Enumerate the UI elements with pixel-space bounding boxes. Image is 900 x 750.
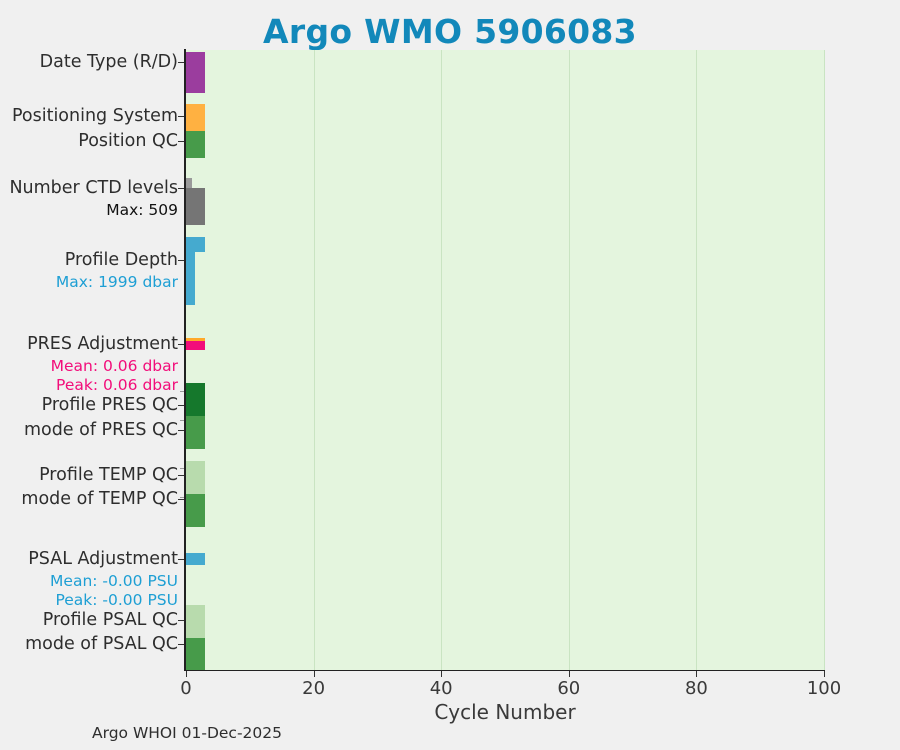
x-tick-mark-40 (441, 671, 443, 677)
row-sublabel2-pres-adjustment: Peak: 0.06 dbar (56, 376, 178, 394)
row-label-pres-adjustment: PRES Adjustment (27, 334, 178, 354)
row-sublabel-pres-adjustment: Mean: 0.06 dbar (50, 357, 178, 375)
bar-psal-adjustment (186, 553, 206, 565)
x-tick-label-0: 0 (180, 678, 192, 699)
y-tick-mark-mode-of-pres-qc (178, 430, 185, 431)
y-tick-mark-profile-temp-qc (178, 475, 185, 476)
row-sublabel2-psal-adjustment: Peak: -0.00 PSU (55, 591, 178, 609)
gridline-x-60 (568, 50, 570, 670)
row-sublabel-number-ctd-levels: Max: 509 (106, 201, 178, 219)
x-tick-mark-20 (313, 671, 315, 677)
row-label-profile-depth: Profile Depth (64, 250, 178, 270)
x-axis-label: Cycle Number (434, 700, 576, 724)
x-tick-label-40: 40 (429, 678, 453, 699)
x-tick-mark-100 (824, 671, 825, 677)
bar-profile-depth-seg0 (186, 237, 206, 252)
y-axis-spine (184, 49, 186, 671)
row-label-profile-psal-qc: Profile PSAL QC (42, 610, 178, 630)
x-tick-mark-60 (568, 671, 570, 677)
page-title: Argo WMO 5906083 (263, 12, 637, 51)
y-tick-mark-position-qc (178, 141, 185, 142)
y-tick-mark-number-ctd-levels (178, 188, 185, 189)
x-tick-mark-0 (186, 671, 187, 677)
y-tick-mark-pres-adjustment (178, 344, 185, 345)
bar-profile-temp-qc (186, 461, 206, 494)
bar-pres-adjustment-seg1 (186, 341, 206, 350)
row-label-psal-adjustment: PSAL Adjustment (28, 549, 178, 569)
row-label-positioning-system: Positioning System (11, 106, 178, 126)
row-label-mode-of-temp-qc: mode of TEMP QC (21, 489, 178, 509)
y-tick-mark-positioning-system (178, 116, 185, 117)
bar-mode-of-pres-qc (186, 416, 206, 449)
gridline-x-40 (441, 50, 443, 670)
row-label-number-ctd-levels: Number CTD levels (9, 178, 178, 198)
row-label-date-type: Date Type (R/D) (39, 52, 178, 72)
y-minor-tick (180, 468, 185, 469)
bar-mode-of-temp-qc (186, 494, 206, 527)
y-tick-mark-profile-psal-qc (178, 620, 185, 621)
y-tick-mark-profile-depth (178, 260, 185, 261)
y-minor-tick (180, 391, 185, 392)
plot-area (186, 50, 824, 670)
bar-mode-of-psal-qc (186, 638, 206, 671)
y-tick-mark-date-type (178, 62, 185, 63)
bar-positioning-system (186, 104, 206, 131)
footer-credit: Argo WHOI 01-Dec-2025 (92, 724, 282, 742)
gridline-x-100 (824, 50, 825, 670)
x-tick-label-80: 80 (684, 678, 708, 699)
x-tick-mark-80 (696, 671, 698, 677)
bar-profile-pres-qc (186, 383, 206, 416)
bar-date-type (186, 52, 206, 93)
bar-number-ctd-levels-seg1 (186, 188, 206, 225)
y-tick-mark-profile-pres-qc (178, 405, 185, 406)
row-sublabel-profile-depth: Max: 1999 dbar (55, 273, 178, 291)
x-tick-label-20: 20 (302, 678, 326, 699)
y-tick-mark-psal-adjustment (178, 559, 185, 560)
gridline-x-80 (696, 50, 698, 670)
x-axis-spine (184, 670, 825, 671)
y-minor-tick (180, 497, 185, 498)
bar-pres-adjustment-seg0 (186, 338, 206, 341)
x-tick-label-100: 100 (806, 678, 842, 699)
bar-position-qc (186, 131, 206, 158)
row-label-mode-of-pres-qc: mode of PRES QC (23, 420, 178, 440)
bar-number-ctd-levels-seg0 (186, 178, 193, 188)
y-tick-mark-mode-of-temp-qc (178, 499, 185, 500)
row-label-mode-of-psal-qc: mode of PSAL QC (25, 634, 178, 654)
gridline-x-20 (313, 50, 315, 670)
row-label-position-qc: Position QC (78, 131, 178, 151)
y-tick-mark-mode-of-psal-qc (178, 644, 185, 645)
row-label-profile-pres-qc: Profile PRES QC (41, 395, 178, 415)
bar-profile-depth-seg1 (186, 252, 195, 305)
row-sublabel-psal-adjustment: Mean: -0.00 PSU (50, 572, 178, 590)
x-tick-label-60: 60 (557, 678, 581, 699)
row-label-profile-temp-qc: Profile TEMP QC (39, 465, 178, 485)
bar-profile-psal-qc (186, 605, 206, 638)
y-minor-tick (180, 420, 185, 421)
